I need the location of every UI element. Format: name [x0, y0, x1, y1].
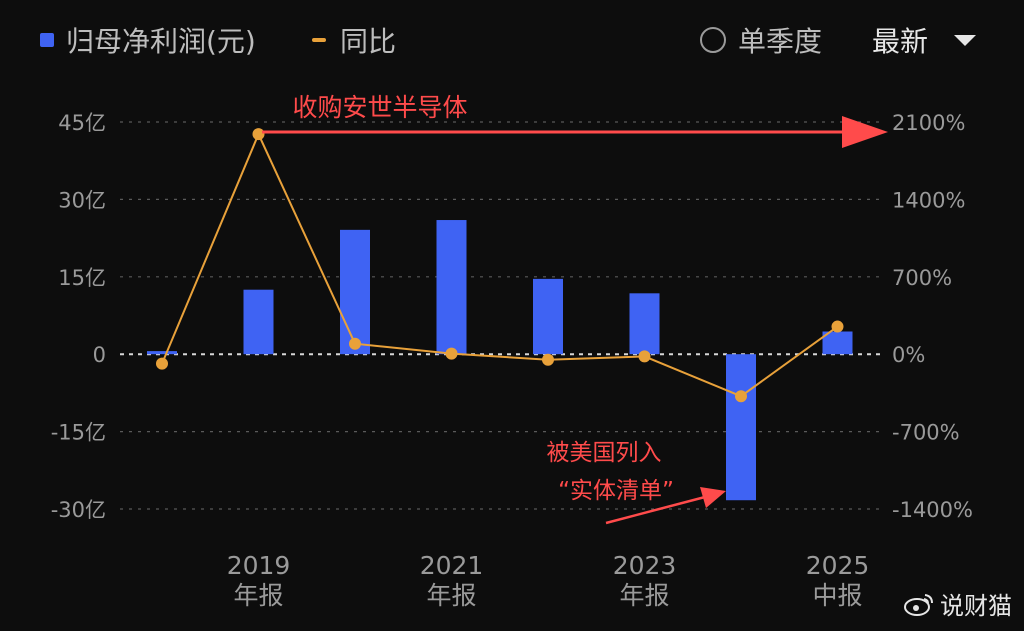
x-tick-period: 年报 [426, 581, 476, 610]
legend-line[interactable]: 同比 [312, 18, 396, 62]
y-left-tick-label: 45亿 [58, 111, 106, 135]
x-tick-year: 2019 [227, 551, 291, 580]
y-right-tick-label: -1400% [892, 498, 973, 522]
y-left-tick-label: 15亿 [58, 266, 106, 290]
bar[interactable] [629, 293, 660, 355]
line-point[interactable] [542, 353, 554, 366]
annotation-1-text: 收购安世半导体 [292, 93, 467, 122]
yoy-line [161, 131, 839, 398]
toggle-label: 单季度 [738, 25, 823, 58]
x-tick-period: 年报 [619, 581, 669, 610]
bar[interactable] [822, 331, 853, 355]
legend-bar[interactable]: 归母净利润(元) [40, 18, 256, 62]
y-left-tick-label: 0 [93, 343, 106, 367]
period-dropdown[interactable]: 最新 [872, 18, 977, 62]
line-point[interactable] [252, 128, 265, 141]
bar[interactable] [340, 229, 370, 355]
x-tick-period: 年报 [233, 581, 283, 610]
x-tick-year: 2023 [613, 551, 677, 580]
y-left-tick-label: 30亿 [58, 188, 106, 212]
line-point[interactable] [831, 320, 844, 333]
legend-line-label: 同比 [340, 25, 397, 58]
line-point[interactable] [349, 337, 361, 350]
y-left-tick-label: -30亿 [51, 498, 106, 522]
annotation-arrow-2-head [700, 487, 726, 508]
line-swatch-icon [312, 38, 326, 42]
annotation-arrow-1-head [842, 116, 888, 148]
dropdown-value: 最新 [872, 25, 929, 58]
bar-swatch-icon [40, 33, 54, 47]
bar[interactable] [533, 278, 563, 355]
y-right-tick-label: 1400% [892, 188, 965, 212]
line-point[interactable] [156, 357, 168, 370]
single-quarter-toggle[interactable]: 单季度 [700, 18, 822, 62]
legend-bar-label: 归母净利润(元) [66, 25, 256, 58]
line-layer [156, 128, 844, 403]
bar-layer [147, 220, 853, 501]
y-right-tick-label: -700% [892, 421, 960, 445]
grid-layer [120, 121, 880, 510]
x-tick-period: 中报 [812, 581, 862, 610]
bar[interactable] [243, 289, 274, 355]
annotation-layer: 收购安世半导体 被美国列入 “实体清单” [262, 93, 888, 525]
axis-layer: 45亿 30亿 15亿 0 -15亿 -30亿 2100% 1400% 700% 0% -700% -… [51, 111, 973, 610]
line-point[interactable] [735, 390, 747, 403]
y-left-tick-label: -15亿 [51, 421, 106, 445]
radio-icon[interactable] [700, 27, 726, 53]
annotation-arrow-2-shaft [605, 495, 706, 525]
y-right-tick-label: 0% [892, 343, 925, 367]
caret-down-icon[interactable] [954, 34, 977, 46]
bar[interactable] [436, 220, 467, 355]
y-right-tick-label: 700% [892, 266, 952, 290]
line-point[interactable] [445, 347, 458, 360]
bar[interactable] [147, 351, 177, 355]
x-tick-year: 2021 [420, 551, 484, 580]
bar[interactable] [726, 354, 756, 501]
watermark: 说财猫 [904, 586, 1012, 621]
weibo-icon [904, 593, 933, 616]
y-right-tick-label: 2100% [892, 111, 965, 135]
annotation-2-line2: “实体清单” [558, 478, 674, 504]
annotation-2-line1: 被美国列入 [547, 440, 662, 466]
watermark-text: 说财猫 [940, 592, 1012, 620]
x-tick-year: 2025 [806, 551, 870, 580]
line-point[interactable] [638, 350, 651, 363]
chart-header: 归母净利润(元) 同比 单季度 最新 [40, 18, 984, 62]
